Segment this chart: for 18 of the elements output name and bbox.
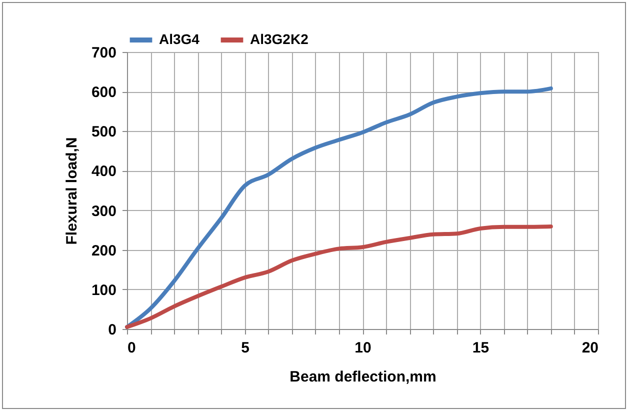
- y-tick-label: 400: [91, 163, 116, 180]
- y-tick-label: 700: [91, 44, 116, 62]
- x-tick-label: 0: [128, 340, 136, 356]
- x-tick-label: 5: [241, 340, 250, 356]
- y-tick-label: 500: [91, 124, 116, 141]
- legend-label: Al3G2K2: [250, 31, 309, 47]
- line-series: [125, 224, 553, 330]
- y-tick-label: 100: [91, 282, 116, 299]
- x-axis-title: Beam deflection,mm: [290, 368, 436, 386]
- y-tick-label: 200: [91, 242, 116, 260]
- x-tick-label: 10: [354, 340, 372, 356]
- x-tick-label: 20: [582, 340, 598, 356]
- y-tick-label: 300: [91, 202, 116, 220]
- y-tick-label: 600: [91, 84, 116, 102]
- y-axis-title: Flexural load,N: [63, 137, 80, 245]
- legend-label: Al3G4: [159, 31, 200, 47]
- y-tick-label: 0: [108, 322, 116, 338]
- x-tick-label: 15: [472, 340, 490, 356]
